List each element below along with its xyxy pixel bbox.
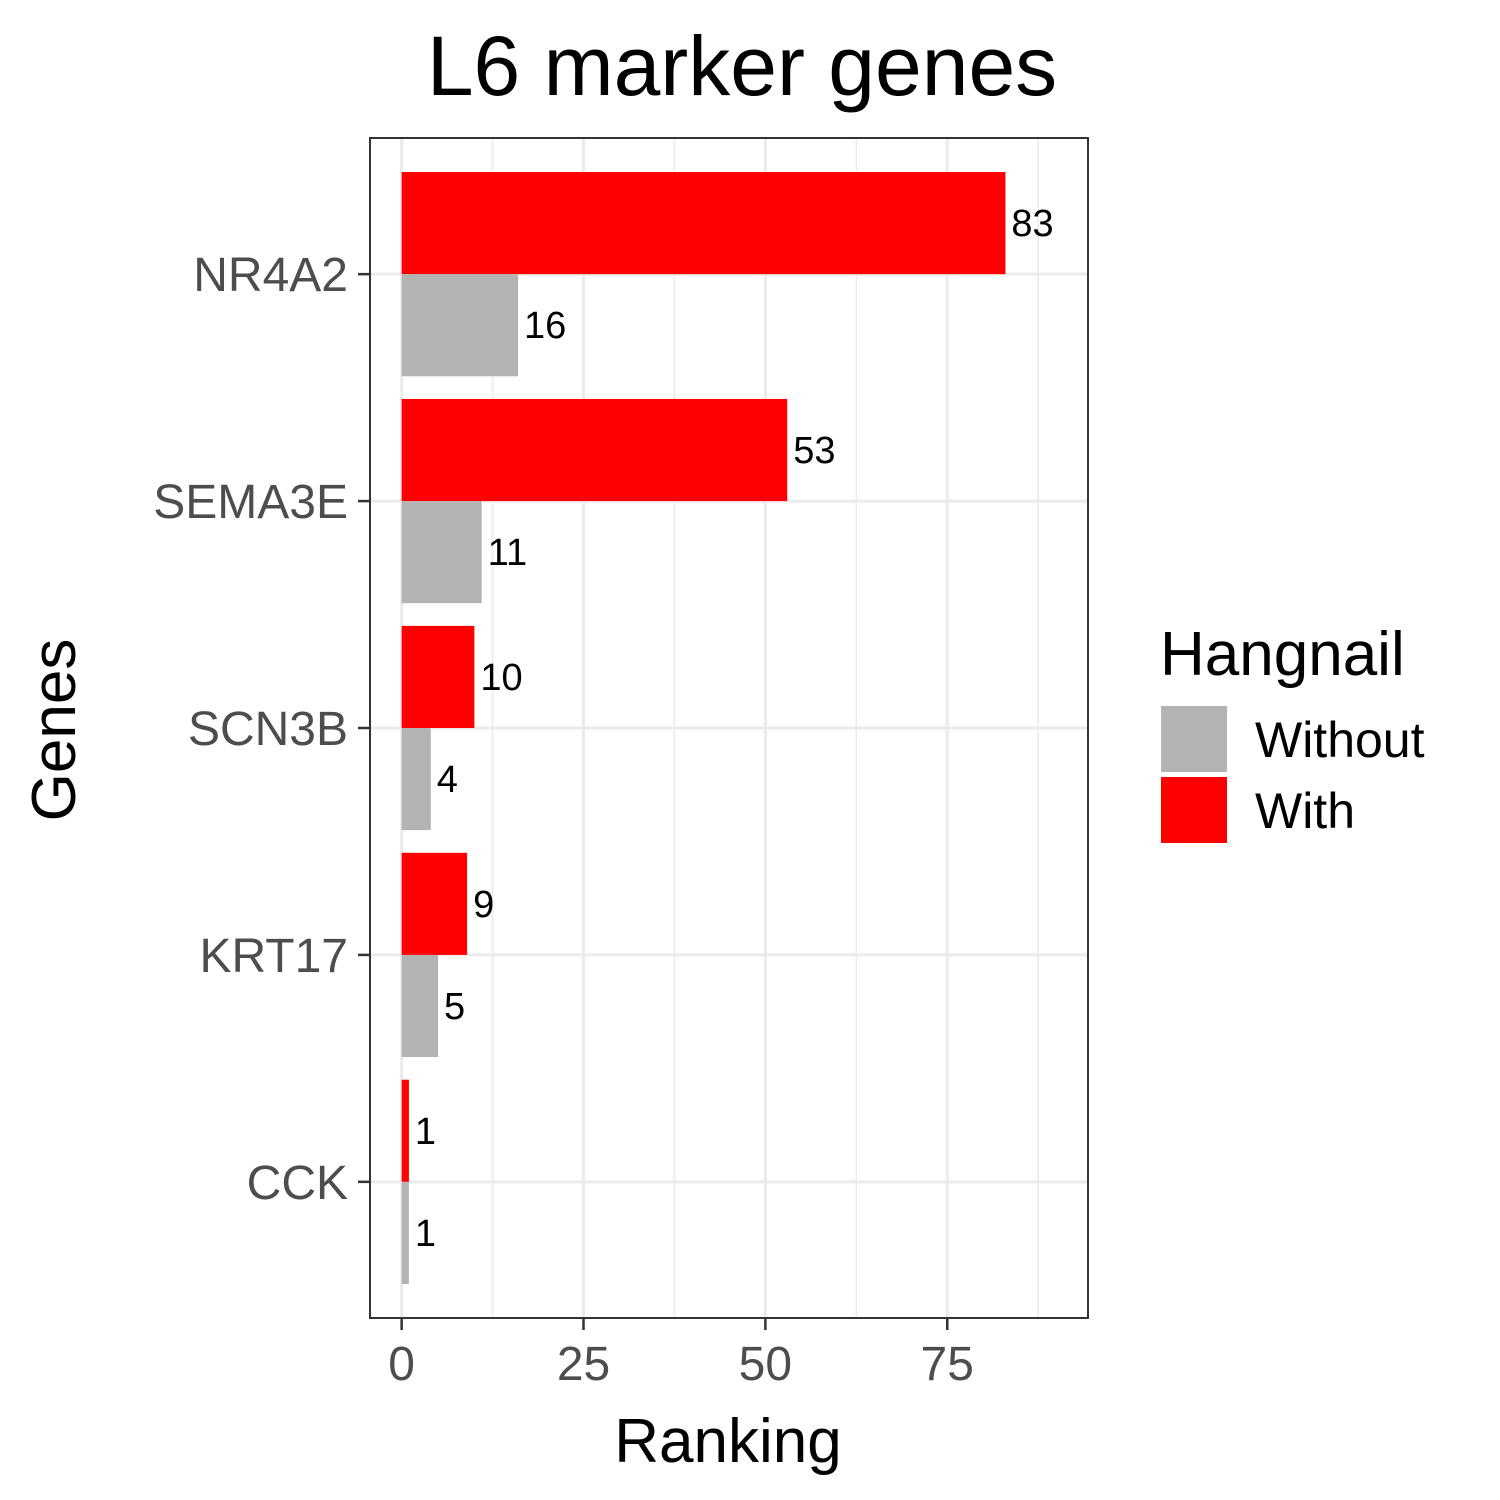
y-tick-label: KRT17 [199,930,348,983]
bar [401,172,1006,275]
bar [401,501,482,604]
data-label: 11 [488,532,527,574]
y-tick-label: NR4A2 [193,249,348,302]
legend-swatch [1161,706,1227,772]
legend-title: Hangnail [1160,620,1405,689]
bar [401,1079,409,1182]
y-tick-label: SCN3B [188,703,348,756]
legend-label: With [1255,783,1355,839]
y-tick-label: CCK [247,1157,348,1210]
x-axis-title: Ranking [614,1407,841,1476]
x-tick-label: 25 [557,1338,610,1391]
data-label: 16 [524,305,566,347]
legend: Hangnail Without With [1160,620,1425,843]
y-tick-label: SEMA3E [153,476,348,529]
x-tick-label: 0 [388,1338,415,1391]
bar [401,728,431,831]
bar [401,954,439,1058]
bar [401,398,788,502]
legend-label: Without [1255,712,1425,768]
data-label: 53 [793,430,835,472]
data-label: 9 [473,884,494,926]
x-tick-label: 50 [739,1338,792,1391]
bar [401,274,519,377]
chart-title: L6 marker genes [427,19,1057,113]
bar [401,852,468,955]
y-axis-title: Genes [20,639,89,822]
data-label: 1 [415,1111,436,1153]
x-tick-label: 75 [921,1338,974,1391]
data-label: 5 [444,986,465,1028]
legend-swatch [1161,777,1227,843]
data-label: 1 [415,1213,436,1255]
bar [401,625,475,728]
data-label: 4 [437,759,458,801]
data-label: 83 [1011,203,1053,245]
bar [401,1181,409,1284]
data-label: 10 [480,657,522,699]
